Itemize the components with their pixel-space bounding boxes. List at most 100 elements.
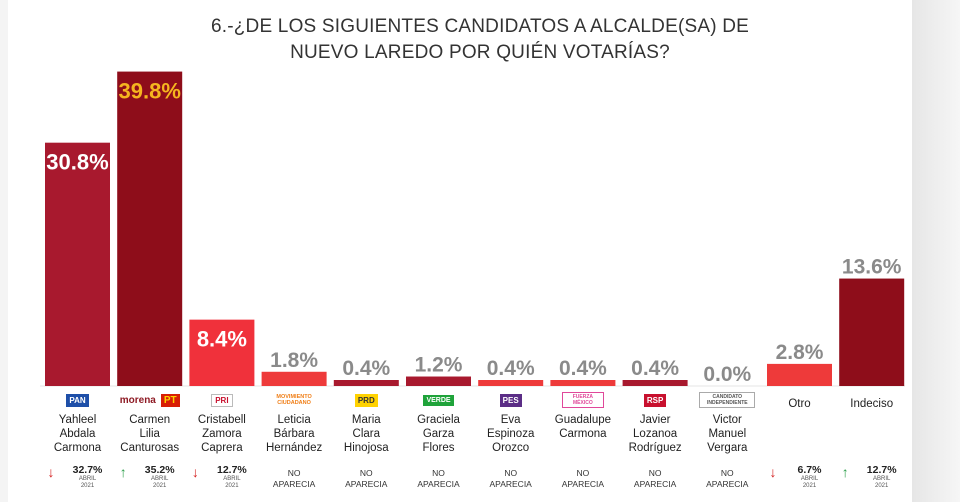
not-appeared-line: APARECIA (706, 479, 749, 489)
bar-0 (45, 142, 110, 386)
not-appeared-line: NO (359, 468, 373, 478)
verde-logo-icon: VERDE (406, 389, 471, 411)
category-label: Yahleel Abdala Carmona (43, 413, 113, 455)
previous-value-text: 32.7% (72, 464, 103, 476)
category-label-line: Vergara (707, 442, 748, 454)
category-label-line: Eva (500, 414, 521, 426)
side-shadow (912, 0, 960, 502)
previous-value: 6.7% ABRIL 2021 (774, 464, 846, 490)
category-label-line: Clara (352, 428, 381, 440)
category-label: Otro (765, 397, 835, 411)
not-appeared-line: NO (720, 468, 734, 478)
mc-logo-icon: MOVIMIENTO CIUDADANO (262, 389, 327, 411)
category-label: Eva Espinoza Orozco (476, 413, 546, 455)
bar-value-label-0: 30.8% (46, 150, 108, 175)
not-appeared-note: NO APARECIA (258, 468, 330, 490)
not-appeared-note: NO APARECIA (403, 468, 475, 490)
not-appeared-line: NO (648, 468, 662, 478)
pes-logo-icon: PES (478, 389, 543, 411)
category-label-line: Espinoza (487, 428, 535, 440)
bar-value-label-11: 13.6% (842, 256, 902, 279)
bar-value-label-5: 1.2% (415, 354, 463, 377)
category-label-line: Canturosas (120, 442, 180, 454)
previous-date-text: 2021 (80, 483, 95, 489)
previous-date-text: 2021 (802, 483, 817, 489)
arrow-down-icon: ↓ (191, 464, 199, 480)
not-appeared-note: NO APARECIA (619, 468, 691, 490)
logo-text: RSP (643, 393, 667, 407)
not-appeared-line: APARECIA (345, 479, 388, 489)
category-label: Carmen Lilia Canturosas (115, 413, 185, 455)
category-label-line: Yahleel (58, 414, 97, 426)
arrow-down-icon: ↓ (47, 464, 55, 480)
bar-1 (117, 71, 183, 386)
previous-date-text: 2021 (153, 483, 167, 489)
bar-11 (839, 278, 905, 386)
previous-date-text: ABRIL (151, 476, 169, 482)
category-label-line: Zamora (202, 428, 242, 440)
category-label-line: Guadalupe (554, 414, 612, 426)
not-appeared-note: NO APARECIA (547, 468, 619, 490)
morena-pt-logo-icon: morena PT (117, 389, 182, 411)
rsp-logo-icon: RSP (623, 389, 688, 411)
not-appeared-note: NO APARECIA (475, 468, 547, 490)
category-label-line: Lozanoa (633, 428, 678, 440)
category-label-line: Hinojosa (343, 442, 389, 454)
bar-value-label-9: 0.0% (703, 363, 751, 386)
previous-date-text: ABRIL (873, 476, 891, 482)
category-label-line: Flores (422, 442, 455, 454)
bars-group (45, 71, 905, 386)
previous-date-text: ABRIL (78, 476, 97, 482)
logo-text: PAN (66, 393, 89, 407)
category-label-line: Manuel (708, 428, 747, 440)
bar-value-label-1: 39.8% (119, 79, 181, 104)
category-label-line: Maria (351, 414, 381, 426)
not-appeared-line: NO (432, 468, 445, 478)
bar-value-label-2: 8.4% (197, 327, 247, 352)
bar-8 (622, 380, 688, 386)
not-appeared-line: APARECIA (272, 479, 316, 489)
category-label-line: Otro (788, 398, 811, 410)
not-appeared-line: APARECIA (633, 479, 677, 489)
category-label-line: Orozco (492, 442, 530, 454)
category-label-line: Indeciso (850, 398, 894, 410)
previous-value: 35.2% ABRIL 2021 (124, 464, 196, 490)
not-appeared-line: APARECIA (561, 479, 605, 489)
not-appeared-line: APARECIA (417, 479, 460, 489)
logo-text: MOVIMIENTO CIUDADANO (276, 394, 312, 406)
category-label: Javier Lozanoa Rodríguez (620, 413, 690, 455)
bar-5 (406, 376, 471, 386)
category-label: Leticia Bárbara Hernández (259, 413, 329, 455)
logo-text: VERDE (423, 394, 454, 406)
category-label-line: Graciela (417, 414, 460, 426)
previous-value: 12.7% ABRIL 2021 (846, 464, 918, 490)
category-label-line: Carmona (53, 442, 102, 454)
category-label: Indeciso (837, 397, 907, 411)
independiente-logo-icon: CANDIDATO INDEPENDIENTE (695, 389, 760, 411)
previous-value: 32.7% ABRIL 2021 (52, 464, 124, 490)
logo-text: PRI (211, 393, 233, 407)
previous-date-text: ABRIL (223, 476, 241, 482)
not-appeared-note: NO APARECIA (330, 468, 402, 490)
logo-text: CANDIDATO INDEPENDIENTE (699, 392, 756, 408)
pan-logo-icon: PAN (45, 389, 110, 411)
category-label: Cristabell Zamora Caprera (187, 413, 257, 455)
pri-logo-icon: PRI (189, 389, 254, 411)
category-label-line: Garza (422, 428, 455, 440)
previous-date-text: 2021 (875, 483, 889, 489)
bar-value-label-7: 0.4% (559, 357, 607, 380)
not-appeared-line: NO (287, 468, 301, 478)
previous-date-text: ABRIL (800, 476, 819, 482)
bar-value-label-10: 2.8% (776, 341, 824, 364)
arrow-up-icon: ↑ (841, 464, 849, 480)
category-label: Guadalupe Carmona (548, 413, 618, 441)
value-labels-group: 30.8% 39.8% 8.4% 1.8% 0.4% 1.2% 0.4% 0.4% 0.4% 0.… (46, 79, 901, 386)
bar-value-label-6: 0.4% (487, 357, 535, 380)
previous-value-text: 12.7% (866, 464, 897, 476)
prd-logo-icon: PRD (334, 389, 399, 411)
category-label-line: Rodríguez (628, 442, 682, 454)
category-label-line: Caprera (201, 442, 243, 454)
fuerza-mexico-logo-icon: FUERZA MÉXICO (550, 389, 615, 411)
not-appeared-line: NO (504, 468, 518, 478)
